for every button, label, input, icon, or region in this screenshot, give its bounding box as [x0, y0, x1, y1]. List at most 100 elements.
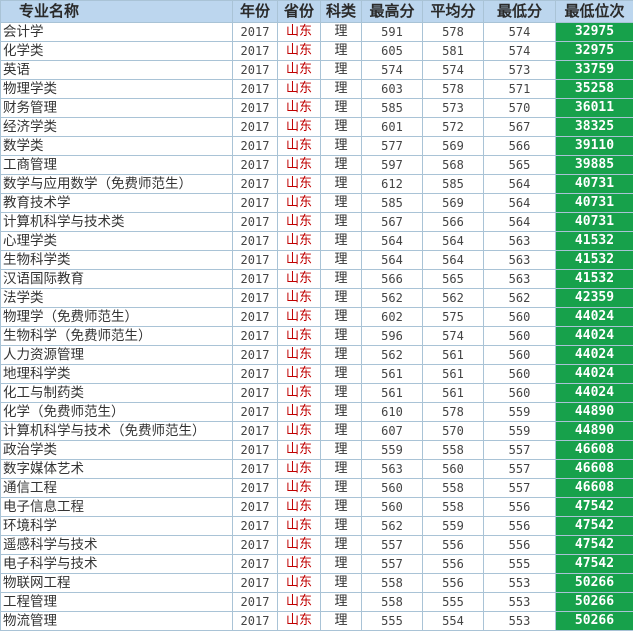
cell-major-name: 通信工程	[1, 479, 233, 498]
cell-avg-score: 554	[423, 612, 484, 631]
cell-max-score: 607	[362, 422, 423, 441]
header-min-score: 最低分	[484, 1, 556, 23]
cell-province: 山东	[278, 118, 321, 137]
cell-category: 理	[321, 555, 362, 574]
cell-avg-score: 559	[423, 517, 484, 536]
cell-year: 2017	[233, 137, 278, 156]
cell-major-name: 生物科学类	[1, 251, 233, 270]
cell-max-score: 585	[362, 194, 423, 213]
cell-major-name: 化工与制药类	[1, 384, 233, 403]
cell-province: 山东	[278, 384, 321, 403]
cell-max-score: 603	[362, 80, 423, 99]
cell-province: 山东	[278, 232, 321, 251]
cell-category: 理	[321, 460, 362, 479]
cell-min-score: 556	[484, 517, 556, 536]
cell-avg-score: 573	[423, 99, 484, 118]
cell-year: 2017	[233, 118, 278, 137]
cell-max-score: 557	[362, 555, 423, 574]
cell-min-rank: 38325	[556, 118, 633, 137]
cell-min-rank: 32975	[556, 23, 633, 42]
cell-min-rank: 42359	[556, 289, 633, 308]
cell-avg-score: 578	[423, 23, 484, 42]
cell-min-rank: 47542	[556, 517, 633, 536]
cell-max-score: 577	[362, 137, 423, 156]
cell-major-name: 化学（免费师范生）	[1, 403, 233, 422]
cell-province: 山东	[278, 346, 321, 365]
cell-province: 山东	[278, 498, 321, 517]
cell-min-rank: 44024	[556, 384, 633, 403]
cell-category: 理	[321, 422, 362, 441]
cell-year: 2017	[233, 289, 278, 308]
cell-year: 2017	[233, 574, 278, 593]
cell-min-score: 553	[484, 593, 556, 612]
cell-category: 理	[321, 270, 362, 289]
cell-province: 山东	[278, 99, 321, 118]
cell-category: 理	[321, 156, 362, 175]
cell-avg-score: 578	[423, 403, 484, 422]
cell-min-score: 563	[484, 232, 556, 251]
cell-min-rank: 36011	[556, 99, 633, 118]
cell-min-score: 560	[484, 365, 556, 384]
cell-province: 山东	[278, 460, 321, 479]
cell-max-score: 562	[362, 289, 423, 308]
cell-min-score: 556	[484, 536, 556, 555]
cell-year: 2017	[233, 555, 278, 574]
header-avg-score: 平均分	[423, 1, 484, 23]
cell-avg-score: 570	[423, 422, 484, 441]
cell-max-score: 566	[362, 270, 423, 289]
cell-min-score: 560	[484, 384, 556, 403]
cell-min-score: 557	[484, 441, 556, 460]
cell-min-rank: 46608	[556, 460, 633, 479]
cell-major-name: 英语	[1, 61, 233, 80]
cell-min-rank: 44890	[556, 403, 633, 422]
cell-max-score: 612	[362, 175, 423, 194]
cell-province: 山东	[278, 270, 321, 289]
cell-category: 理	[321, 403, 362, 422]
cell-min-rank: 44024	[556, 327, 633, 346]
header-major-name: 专业名称	[1, 1, 233, 23]
cell-province: 山东	[278, 289, 321, 308]
cell-province: 山东	[278, 555, 321, 574]
cell-category: 理	[321, 327, 362, 346]
cell-max-score: 555	[362, 612, 423, 631]
cell-year: 2017	[233, 536, 278, 555]
cell-min-rank: 40731	[556, 213, 633, 232]
cell-province: 山东	[278, 213, 321, 232]
cell-min-score: 565	[484, 156, 556, 175]
cell-year: 2017	[233, 99, 278, 118]
cell-major-name: 环境科学	[1, 517, 233, 536]
cell-max-score: 591	[362, 23, 423, 42]
cell-max-score: 564	[362, 232, 423, 251]
cell-min-score: 560	[484, 346, 556, 365]
cell-min-score: 563	[484, 251, 556, 270]
cell-category: 理	[321, 99, 362, 118]
cell-year: 2017	[233, 365, 278, 384]
cell-min-score: 563	[484, 270, 556, 289]
cell-avg-score: 578	[423, 80, 484, 99]
cell-major-name: 计算机科学与技术（免费师范生）	[1, 422, 233, 441]
cell-max-score: 563	[362, 460, 423, 479]
cell-min-score: 559	[484, 422, 556, 441]
cell-major-name: 生物科学（免费师范生）	[1, 327, 233, 346]
cell-year: 2017	[233, 517, 278, 536]
cell-province: 山东	[278, 194, 321, 213]
cell-avg-score: 556	[423, 536, 484, 555]
cell-min-score: 559	[484, 403, 556, 422]
header-max-score: 最高分	[362, 1, 423, 23]
cell-year: 2017	[233, 156, 278, 175]
cell-major-name: 物联网工程	[1, 574, 233, 593]
cell-province: 山东	[278, 80, 321, 99]
cell-category: 理	[321, 137, 362, 156]
cell-province: 山东	[278, 479, 321, 498]
